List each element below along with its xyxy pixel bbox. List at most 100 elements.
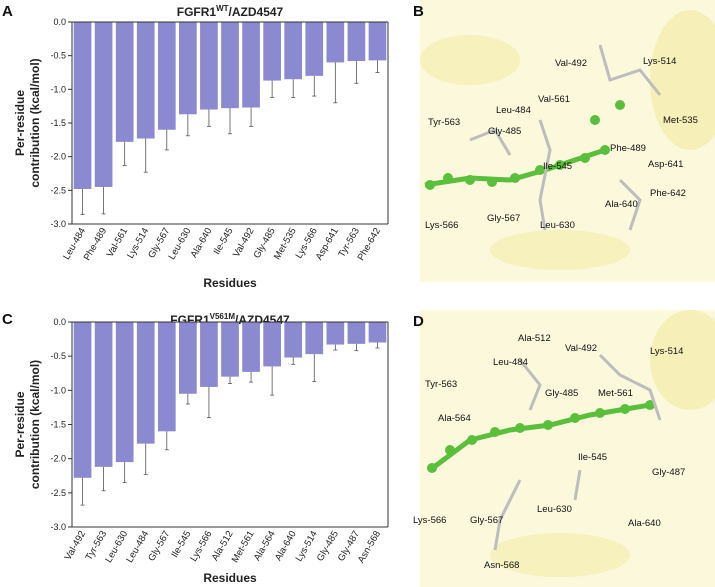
y-tick-label: -0.5 <box>50 351 66 361</box>
bar <box>179 22 197 115</box>
y-tick-label: 0.0 <box>53 17 66 27</box>
residue-label: Ala-512 <box>518 333 551 344</box>
y-tick-label: -1.0 <box>50 385 66 395</box>
residue-label: Gly-567 <box>487 213 520 224</box>
y-tick-label: -1.5 <box>50 118 66 128</box>
residue-label: Tyr-563 <box>425 379 457 390</box>
bar <box>368 22 387 61</box>
bar <box>115 322 134 463</box>
error-bar <box>185 114 190 137</box>
x-axis-label: Residues <box>203 276 257 290</box>
bar <box>368 322 387 343</box>
error-bar <box>122 141 127 166</box>
residue-label: Val-492 <box>555 58 587 69</box>
error-bar <box>206 386 211 419</box>
x-axis-label: Residues <box>203 571 257 585</box>
bar <box>305 322 324 355</box>
residue-label: Gly-485 <box>545 388 578 399</box>
bar <box>200 322 218 387</box>
error-bar <box>249 371 254 383</box>
bar <box>157 322 176 432</box>
bar <box>115 22 134 142</box>
bar <box>157 22 176 130</box>
y-axis-label: contribution (kcal/mol) <box>28 58 42 187</box>
bar <box>347 322 366 344</box>
error-bar <box>249 107 254 127</box>
error-bar <box>143 138 148 173</box>
bar <box>326 322 345 345</box>
bar <box>326 22 345 63</box>
residue-label: Ile-545 <box>543 161 572 172</box>
residue-label: Ala-640 <box>605 199 638 210</box>
error-bar <box>185 393 190 405</box>
title-part: WT <box>216 4 229 13</box>
error-bar <box>375 342 380 349</box>
y-tick-label: -2.5 <box>50 185 66 195</box>
error-bar <box>270 366 275 396</box>
y-tick-label: -2.5 <box>50 488 66 498</box>
residue-label: Leu-484 <box>493 357 528 368</box>
bar <box>94 322 113 467</box>
panel-label: C <box>2 311 13 328</box>
error-bar <box>354 343 359 352</box>
error-bar <box>228 376 232 384</box>
bar <box>221 322 239 377</box>
error-bar <box>122 462 127 483</box>
panel-label: B <box>413 3 424 20</box>
bar <box>73 22 92 189</box>
error-bar <box>164 431 169 451</box>
y-axis-label: Per-residue <box>13 90 27 156</box>
error-bar <box>375 60 380 73</box>
y-axis-label: contribution (kcal/mol) <box>28 360 42 489</box>
residue-label: Gly-487 <box>652 467 685 478</box>
bar <box>263 22 281 81</box>
residue-label: Leu-630 <box>537 504 572 515</box>
residue-label: Lys-514 <box>650 346 683 357</box>
error-bar <box>312 354 317 382</box>
error-bar <box>333 344 338 351</box>
error-bar <box>80 188 85 215</box>
panel-label: D <box>413 313 424 330</box>
panel-label: A <box>2 3 13 20</box>
y-tick-label: -2.0 <box>50 152 66 162</box>
residue-label: Lys-514 <box>643 56 676 67</box>
bar <box>136 22 155 139</box>
error-bar <box>270 80 275 98</box>
error-bar <box>354 61 359 84</box>
bar <box>347 22 366 62</box>
bar <box>94 22 113 187</box>
residue-label: Gly-485 <box>488 126 521 137</box>
bar <box>221 22 239 109</box>
y-tick-label: -1.0 <box>50 84 66 94</box>
residue-label: Ala-640 <box>628 518 661 529</box>
title-part: V561M <box>210 312 236 321</box>
y-tick-label: 0.0 <box>53 317 66 327</box>
bar <box>73 322 92 478</box>
y-axis-label: Per-residue <box>13 391 27 457</box>
residue-label: Phe-642 <box>650 188 686 199</box>
bar <box>305 22 324 76</box>
y-tick-label: -1.5 <box>50 420 66 430</box>
bar <box>179 322 197 394</box>
residue-label: Lys-566 <box>413 515 446 526</box>
y-tick-label: -3.0 <box>50 522 66 532</box>
title-part: /AZD4547 <box>229 5 284 19</box>
title-part: FGFR1 <box>177 5 217 19</box>
y-tick-label: -0.5 <box>50 51 66 61</box>
residue-label: Gly-567 <box>470 515 503 526</box>
bar <box>284 22 303 80</box>
error-bar <box>291 79 296 98</box>
error-bar <box>80 477 85 506</box>
residue-label: Ile-545 <box>578 452 607 463</box>
bar <box>284 322 303 358</box>
residue-label: Tyr-563 <box>428 117 460 128</box>
bar <box>200 22 218 110</box>
y-tick-label: -2.0 <box>50 454 66 464</box>
residue-label: Asp-641 <box>648 159 683 170</box>
residue-label: Leu-484 <box>496 105 531 116</box>
residue-label: Val-492 <box>565 343 597 354</box>
error-bar <box>101 466 106 492</box>
residue-label: Ala-564 <box>438 413 471 424</box>
bar-chart: A FGFR1WT/AZD4547 Per-residue contribution … <box>2 3 389 290</box>
